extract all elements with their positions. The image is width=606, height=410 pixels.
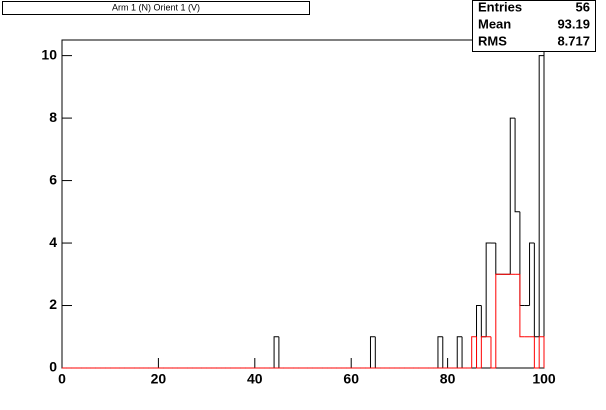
stat-value: 93.19 (557, 16, 590, 31)
histogram-bin (538, 336, 545, 368)
histogram-bin (538, 55, 545, 368)
x-tick-label: 40 (247, 371, 263, 387)
histogram-bin (476, 336, 482, 369)
y-tick-label: 8 (49, 109, 57, 125)
x-tick-label: 0 (58, 371, 66, 387)
frame (61, 39, 545, 369)
x-tick-label: 20 (151, 371, 167, 387)
y-tick-label: 2 (49, 296, 57, 312)
stats-box (472, 0, 596, 52)
histogram-bin (509, 117, 516, 275)
stat-label: Mean (478, 16, 511, 31)
histogram-bin (471, 336, 477, 368)
histogram-bin (273, 336, 279, 368)
chart-title: Arm 1 (N) Orient 1 (V) (112, 2, 200, 12)
histogram-bin (480, 336, 487, 368)
histogram-bin (519, 274, 525, 338)
stat-label: RMS (478, 33, 507, 48)
histogram-bin (514, 118, 520, 213)
y-tick-label: 0 (49, 359, 57, 375)
histogram-bin (437, 336, 443, 368)
x-tick-label: 100 (532, 371, 556, 387)
histogram-bin (369, 336, 376, 368)
x-tick-label: 80 (440, 371, 456, 387)
histogram-bin (490, 336, 496, 369)
histogram-bin (495, 273, 501, 368)
title-box (2, 1, 310, 15)
stat-label: Entries (478, 0, 522, 14)
y-tick-label: 10 (41, 46, 57, 62)
x-tick-label: 60 (343, 371, 359, 387)
y-tick-label: 6 (49, 171, 57, 187)
histogram-bin (529, 242, 535, 306)
histogram-bin (456, 336, 463, 368)
y-tick-label: 4 (49, 234, 57, 250)
stat-value: 56 (576, 0, 590, 14)
histogram-bin (533, 336, 540, 369)
stat-value: 8.717 (557, 33, 590, 48)
histogram-bin (485, 242, 491, 337)
